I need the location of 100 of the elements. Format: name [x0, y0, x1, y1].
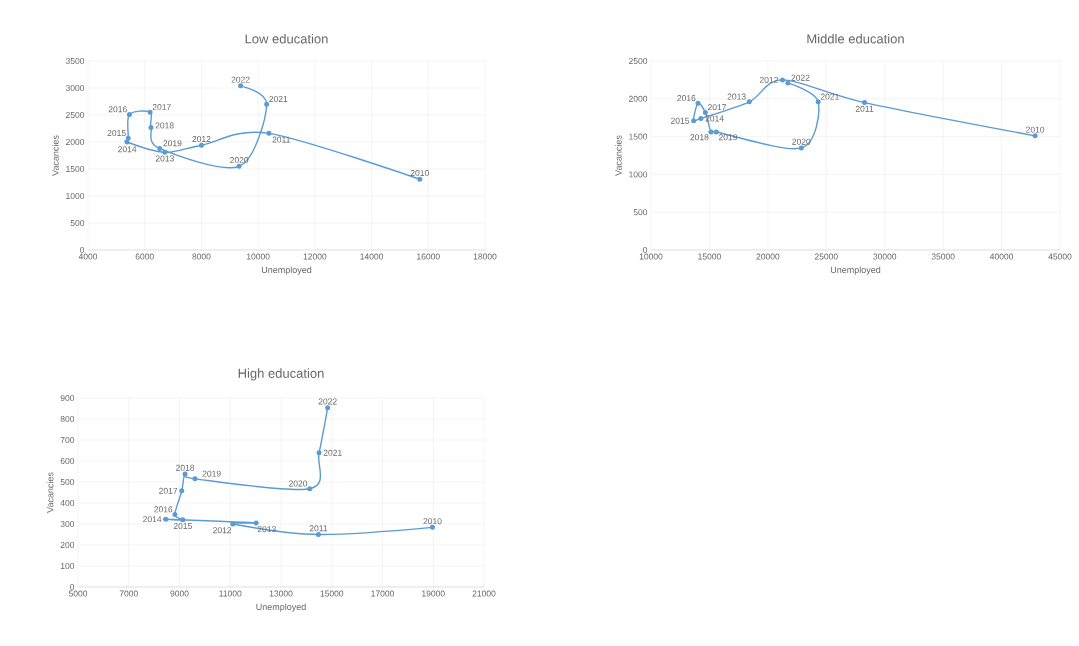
x-tick-label: 5000 — [68, 590, 88, 597]
point — [198, 142, 204, 148]
point — [180, 517, 186, 523]
x-tick-label: 8000 — [192, 253, 211, 260]
point — [785, 80, 791, 86]
annotation: 2018 — [176, 464, 195, 471]
x-tick-label: 6000 — [135, 253, 154, 260]
annotation: 2019 — [163, 140, 182, 147]
annotation: 2020 — [288, 480, 308, 487]
annotation: 2010 — [1026, 126, 1045, 133]
annotation: 2011 — [272, 136, 290, 143]
y-tick-label: 2000 — [628, 95, 648, 102]
y-tick-label: 600 — [60, 458, 75, 465]
annotation: 2022 — [318, 398, 337, 405]
point — [315, 532, 321, 537]
y-tick-label: 3500 — [65, 58, 85, 64]
annotation: 2022 — [231, 76, 250, 83]
point — [264, 101, 270, 107]
annotation: 2010 — [423, 518, 442, 525]
point — [253, 520, 259, 526]
annotation: 2017 — [152, 104, 171, 111]
point — [316, 450, 322, 456]
x-tick-label: 12000 — [303, 253, 327, 260]
x-tick-label: 16000 — [417, 253, 440, 260]
x-tick-label: 4000 — [78, 253, 98, 260]
annotation: 2012 — [192, 136, 211, 143]
point — [148, 124, 154, 130]
chart-title: High education — [238, 368, 324, 381]
x-tick-label: 11000 — [219, 590, 242, 597]
point — [157, 145, 163, 151]
point — [147, 109, 153, 115]
point — [236, 163, 242, 169]
annotation: 2014 — [143, 516, 162, 523]
annotation: 2019 — [202, 470, 221, 477]
y-axis-title: Vacancies — [615, 135, 622, 176]
y-tick-label: 1500 — [66, 166, 85, 172]
y-tick-label: 200 — [60, 542, 75, 549]
point — [702, 109, 708, 115]
point — [417, 176, 423, 182]
x-tick-label: 10000 — [246, 253, 270, 260]
y-tick-label: 500 — [70, 220, 85, 226]
point — [746, 99, 752, 105]
x-tick-label: 15000 — [320, 590, 344, 597]
x-tick-label: 19000 — [422, 590, 445, 597]
annotation: 2018 — [690, 134, 709, 141]
point — [162, 149, 168, 155]
annotation: 2021 — [269, 95, 288, 102]
annotation: 2011 — [855, 105, 874, 112]
annotation: 2017 — [707, 104, 727, 111]
x-tick-label: 40000 — [989, 253, 1014, 260]
annotation: 2015 — [173, 523, 192, 530]
annotation: 2021 — [323, 449, 342, 456]
y-tick-label: 800 — [60, 416, 75, 423]
y-tick-label: 3000 — [65, 85, 85, 91]
y-tick-label: 2500 — [628, 58, 648, 64]
point — [266, 130, 272, 136]
point — [307, 486, 313, 492]
point — [815, 99, 821, 105]
point — [179, 488, 185, 494]
point — [182, 471, 188, 477]
annotation: 2012 — [759, 76, 778, 83]
x-tick-label: 17000 — [371, 590, 394, 597]
point — [708, 129, 714, 135]
x-axis-title: Unemployed — [261, 266, 312, 275]
x-axis-title: Unemployed — [830, 266, 881, 275]
point — [698, 115, 704, 121]
annotation: 2013 — [155, 155, 174, 162]
point — [126, 111, 132, 117]
x-tick-label: 7000 — [119, 590, 138, 597]
y-tick-label: 2500 — [65, 112, 85, 118]
y-tick-label: 900 — [60, 395, 75, 402]
y-tick-label: 500 — [633, 209, 648, 216]
y-tick-label: 0 — [643, 247, 648, 253]
x-tick-label: 14000 — [360, 253, 384, 260]
annotation: 2012 — [213, 527, 232, 534]
point — [124, 139, 130, 145]
y-tick-label: 2000 — [65, 139, 85, 145]
annotation: 2019 — [718, 134, 738, 141]
annotation: 2013 — [727, 93, 746, 100]
y-axis-title: Vacancies — [46, 472, 54, 513]
annotation: 2010 — [410, 170, 429, 177]
annotation: 2014 — [118, 146, 137, 153]
y-tick-label: 0 — [80, 247, 85, 253]
x-tick-label: 20000 — [756, 253, 780, 260]
y-tick-label: 1000 — [629, 171, 648, 178]
y-tick-label: 0 — [70, 584, 75, 590]
x-tick-label: 35000 — [931, 253, 955, 260]
point — [192, 476, 198, 482]
chart-title: Low education — [245, 33, 328, 44]
point — [780, 77, 786, 83]
y-tick-label: 400 — [60, 500, 75, 507]
x-tick-label: 25000 — [814, 253, 838, 260]
y-tick-label: 100 — [60, 563, 75, 569]
point — [713, 129, 719, 135]
y-tick-label: 300 — [60, 521, 75, 528]
y-tick-label: 1000 — [66, 193, 85, 199]
point — [230, 521, 236, 527]
annotation: 2018 — [155, 122, 174, 129]
x-tick-label: 30000 — [873, 253, 897, 260]
chart-title: Middle education — [807, 33, 904, 44]
